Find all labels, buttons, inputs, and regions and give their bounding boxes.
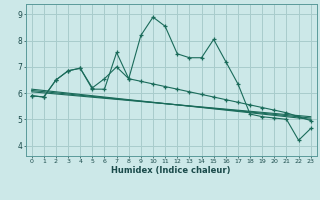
X-axis label: Humidex (Indice chaleur): Humidex (Indice chaleur): [111, 166, 231, 175]
